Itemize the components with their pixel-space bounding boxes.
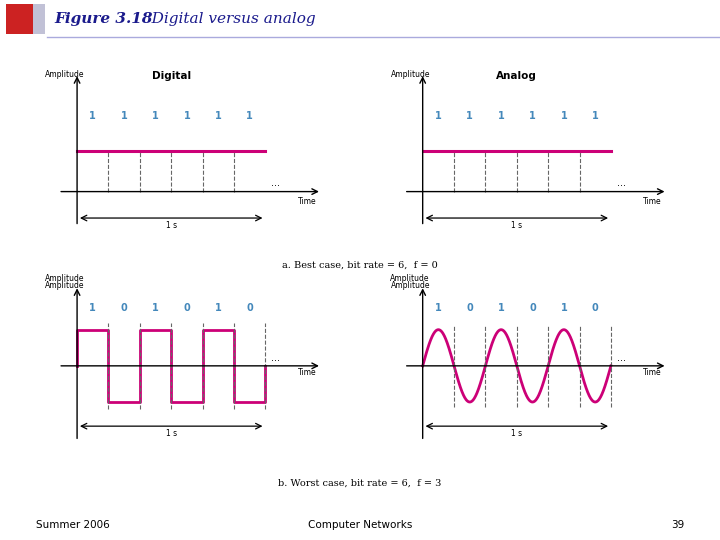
Text: Analog: Analog <box>496 71 537 81</box>
Text: Time: Time <box>643 368 662 377</box>
Text: 1 s: 1 s <box>511 429 523 438</box>
Text: 1: 1 <box>498 111 505 120</box>
Text: Amplitude: Amplitude <box>391 281 430 290</box>
Text: Figure 3.18: Figure 3.18 <box>54 12 153 26</box>
Text: Time: Time <box>643 197 662 206</box>
Text: Amplitude: Amplitude <box>45 274 84 283</box>
Text: 1: 1 <box>121 111 127 120</box>
Text: ...: ... <box>271 353 280 363</box>
Text: 0: 0 <box>592 302 598 313</box>
Text: 1 s: 1 s <box>166 429 177 438</box>
Text: 1: 1 <box>89 111 96 120</box>
Text: Digital: Digital <box>152 71 191 81</box>
Text: 1: 1 <box>560 111 567 120</box>
Text: 1: 1 <box>498 302 505 313</box>
FancyBboxPatch shape <box>6 4 33 35</box>
Text: a. Best case, bit rate = 6,  f = 0: a. Best case, bit rate = 6, f = 0 <box>282 260 438 269</box>
Text: Computer Networks: Computer Networks <box>308 520 412 530</box>
Text: Digital versus analog: Digital versus analog <box>137 12 315 26</box>
Text: 0: 0 <box>246 302 253 313</box>
Text: 0: 0 <box>184 302 190 313</box>
Text: Time: Time <box>297 197 316 206</box>
Text: 1: 1 <box>435 111 442 120</box>
Text: 0: 0 <box>467 302 473 313</box>
Text: ...: ... <box>616 178 626 188</box>
Text: Time: Time <box>297 368 316 377</box>
Text: 1: 1 <box>529 111 536 120</box>
Text: 1: 1 <box>435 302 442 313</box>
Text: 0: 0 <box>529 302 536 313</box>
Text: ...: ... <box>271 178 280 188</box>
Text: 39: 39 <box>671 520 684 530</box>
Text: 1 s: 1 s <box>511 221 523 230</box>
Text: 1: 1 <box>89 302 96 313</box>
Text: 1: 1 <box>560 302 567 313</box>
Text: 1: 1 <box>152 302 159 313</box>
Text: Summer 2006: Summer 2006 <box>36 520 109 530</box>
Text: 1: 1 <box>215 111 222 120</box>
Text: ...: ... <box>616 353 626 363</box>
Text: 1: 1 <box>592 111 598 120</box>
Text: b. Worst case, bit rate = 6,  f = 3: b. Worst case, bit rate = 6, f = 3 <box>279 479 441 488</box>
Text: 1: 1 <box>246 111 253 120</box>
FancyBboxPatch shape <box>33 4 45 35</box>
Text: Amplitude: Amplitude <box>45 281 84 290</box>
Text: Amplitude: Amplitude <box>45 70 84 79</box>
Text: 1: 1 <box>467 111 473 120</box>
Text: 1 s: 1 s <box>166 221 177 230</box>
Text: 1: 1 <box>152 111 159 120</box>
Text: 1: 1 <box>184 111 190 120</box>
Text: Amplitude: Amplitude <box>390 274 430 283</box>
Text: Amplitude: Amplitude <box>391 70 430 79</box>
Text: 1: 1 <box>215 302 222 313</box>
Text: 0: 0 <box>121 302 127 313</box>
